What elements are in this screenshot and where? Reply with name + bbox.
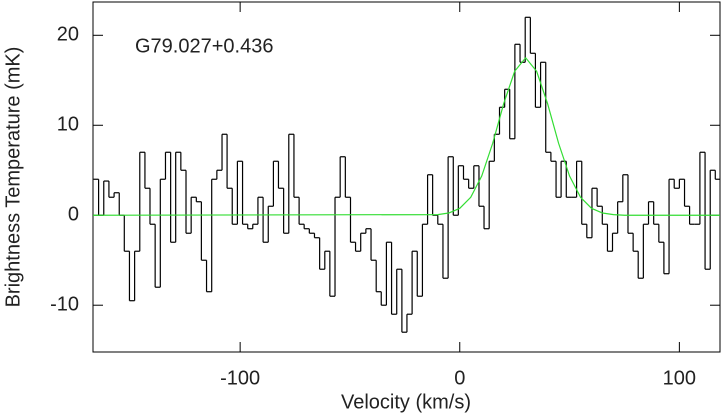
y-tick-label: 20 — [57, 24, 79, 46]
y-tick-label: -10 — [50, 293, 79, 315]
x-tick-label: 100 — [663, 367, 696, 389]
x-tick-label: 0 — [454, 367, 465, 389]
plot-frame — [92, 1, 721, 353]
source-label: G79.027+0.436 — [135, 35, 273, 57]
y-tick-label: 10 — [57, 114, 79, 136]
x-tick-label: -100 — [220, 367, 260, 389]
y-axis-label: Brightness Temperature (mK) — [2, 47, 24, 308]
x-axis-label: Velocity (km/s) — [341, 391, 471, 413]
y-tick-label: 0 — [68, 204, 79, 226]
gaussian-fit — [92, 56, 720, 216]
